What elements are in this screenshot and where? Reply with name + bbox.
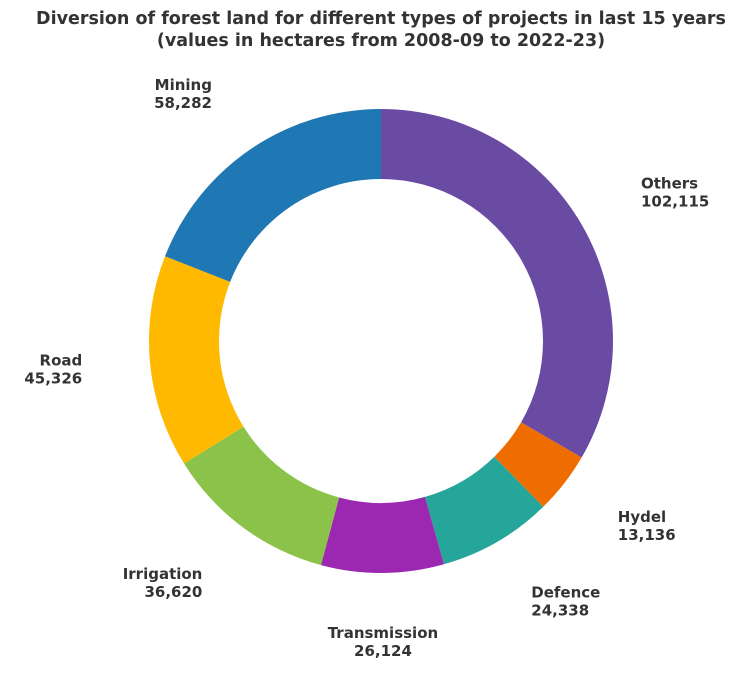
slice-label-value: 36,620 (144, 583, 202, 601)
slice-hydel (494, 422, 582, 507)
label-others: Others 102,115 (641, 174, 709, 210)
slice-labels: Others 102,115 Hydel 13,136 Defence 24,338 Tra… (24, 76, 709, 660)
chart-subtitle: (values in hectares from 2008-09 to 2022… (157, 31, 605, 51)
slice-label-name: Defence (531, 584, 600, 602)
label-irrigation: Irrigation 36,620 (123, 565, 203, 601)
slice-label-value: 102,115 (641, 192, 709, 210)
slice-label-value: 26,124 (354, 642, 412, 660)
slice-others (381, 109, 614, 458)
label-road: Road 45,326 (24, 351, 82, 387)
slice-transmission (320, 496, 444, 574)
slice-defence (424, 456, 544, 565)
label-defence: Defence 24,338 (531, 584, 600, 620)
slice-irrigation (184, 426, 340, 566)
slice-label-name: Road (40, 351, 83, 369)
donut-slices (149, 109, 614, 574)
slice-label-name: Mining (155, 76, 212, 94)
slice-label-name: Others (641, 174, 698, 192)
slice-label-value: 13,136 (618, 526, 676, 544)
label-mining: Mining 58,282 (154, 76, 212, 112)
slice-label-name: Hydel (618, 508, 666, 526)
slice-label-name: Irrigation (123, 565, 203, 583)
slice-label-value: 58,282 (154, 94, 212, 112)
label-hydel: Hydel 13,136 (618, 508, 676, 544)
slice-label-value: 24,338 (531, 602, 589, 620)
slice-label-value: 45,326 (24, 369, 82, 387)
label-transmission: Transmission 26,124 (328, 624, 438, 660)
slice-road (149, 256, 244, 464)
chart-title: Diversion of forest land for different t… (36, 9, 726, 29)
slice-label-name: Transmission (328, 624, 438, 642)
slice-mining (165, 109, 381, 282)
